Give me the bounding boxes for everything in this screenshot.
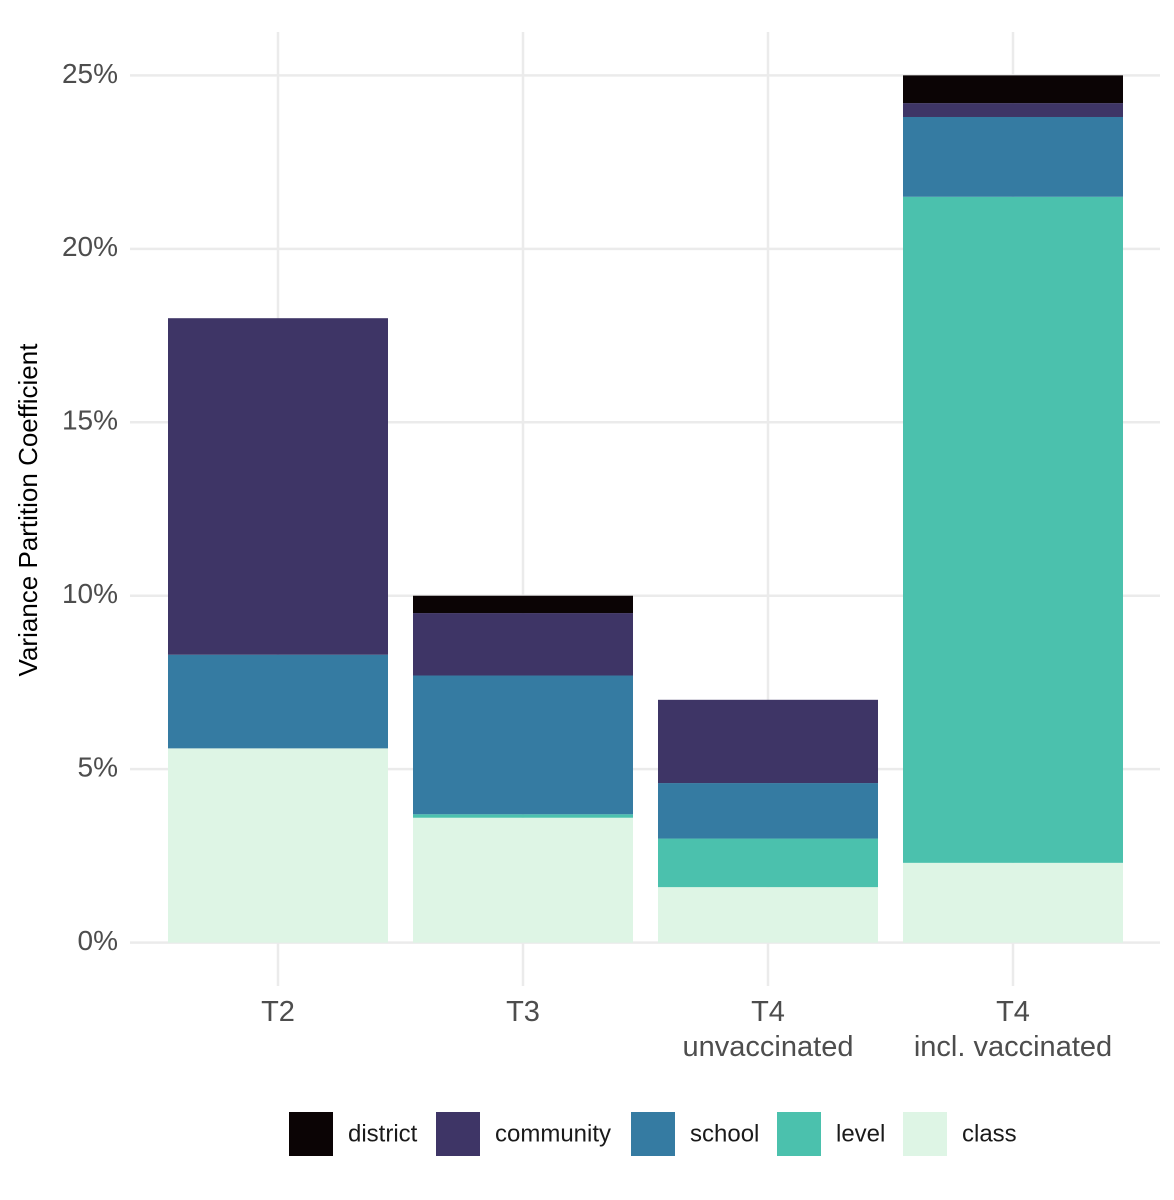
x-tick-label: T3 bbox=[506, 996, 540, 1028]
legend-label: district bbox=[348, 1120, 418, 1147]
bar-segment bbox=[903, 103, 1123, 117]
x-tick-label: T4 unvaccinated bbox=[683, 996, 854, 1063]
bar-segment bbox=[658, 783, 878, 839]
bar-segment bbox=[658, 699, 878, 784]
legend-label: community bbox=[495, 1120, 611, 1147]
bar-segment bbox=[903, 116, 1123, 197]
legend-key bbox=[436, 1112, 480, 1156]
bar-segment bbox=[413, 675, 633, 815]
y-tick-label: 10% bbox=[62, 578, 118, 609]
y-axis-title: Variance Partition Coefficient bbox=[13, 343, 43, 677]
bar-segment bbox=[413, 613, 633, 676]
bar-segment bbox=[658, 887, 878, 943]
bar-segment bbox=[903, 75, 1123, 104]
bar-segment bbox=[168, 318, 388, 655]
y-tick-label: 0% bbox=[78, 925, 118, 956]
legend-key bbox=[903, 1112, 947, 1156]
y-tick-label: 15% bbox=[62, 405, 118, 436]
legend-key bbox=[631, 1112, 675, 1156]
x-tick-label: T2 bbox=[261, 996, 295, 1028]
bar-segment bbox=[413, 817, 633, 943]
legend-key bbox=[777, 1112, 821, 1156]
legend-label: school bbox=[690, 1120, 759, 1147]
bar-segment bbox=[903, 196, 1123, 863]
bar-segment bbox=[658, 838, 878, 888]
x-tick-label: T4 incl. vaccinated bbox=[914, 996, 1112, 1063]
y-tick-label: 25% bbox=[62, 58, 118, 89]
bar-segment bbox=[903, 862, 1123, 943]
bar-segment bbox=[168, 748, 388, 943]
bar-segment bbox=[168, 654, 388, 749]
bar-segment bbox=[413, 595, 633, 614]
bar-segment bbox=[413, 814, 633, 818]
legend-label: level bbox=[836, 1120, 885, 1147]
y-tick-label: 5% bbox=[78, 752, 118, 783]
legend-key bbox=[289, 1112, 333, 1156]
y-tick-label: 20% bbox=[62, 231, 118, 262]
legend-label: class bbox=[962, 1120, 1017, 1147]
